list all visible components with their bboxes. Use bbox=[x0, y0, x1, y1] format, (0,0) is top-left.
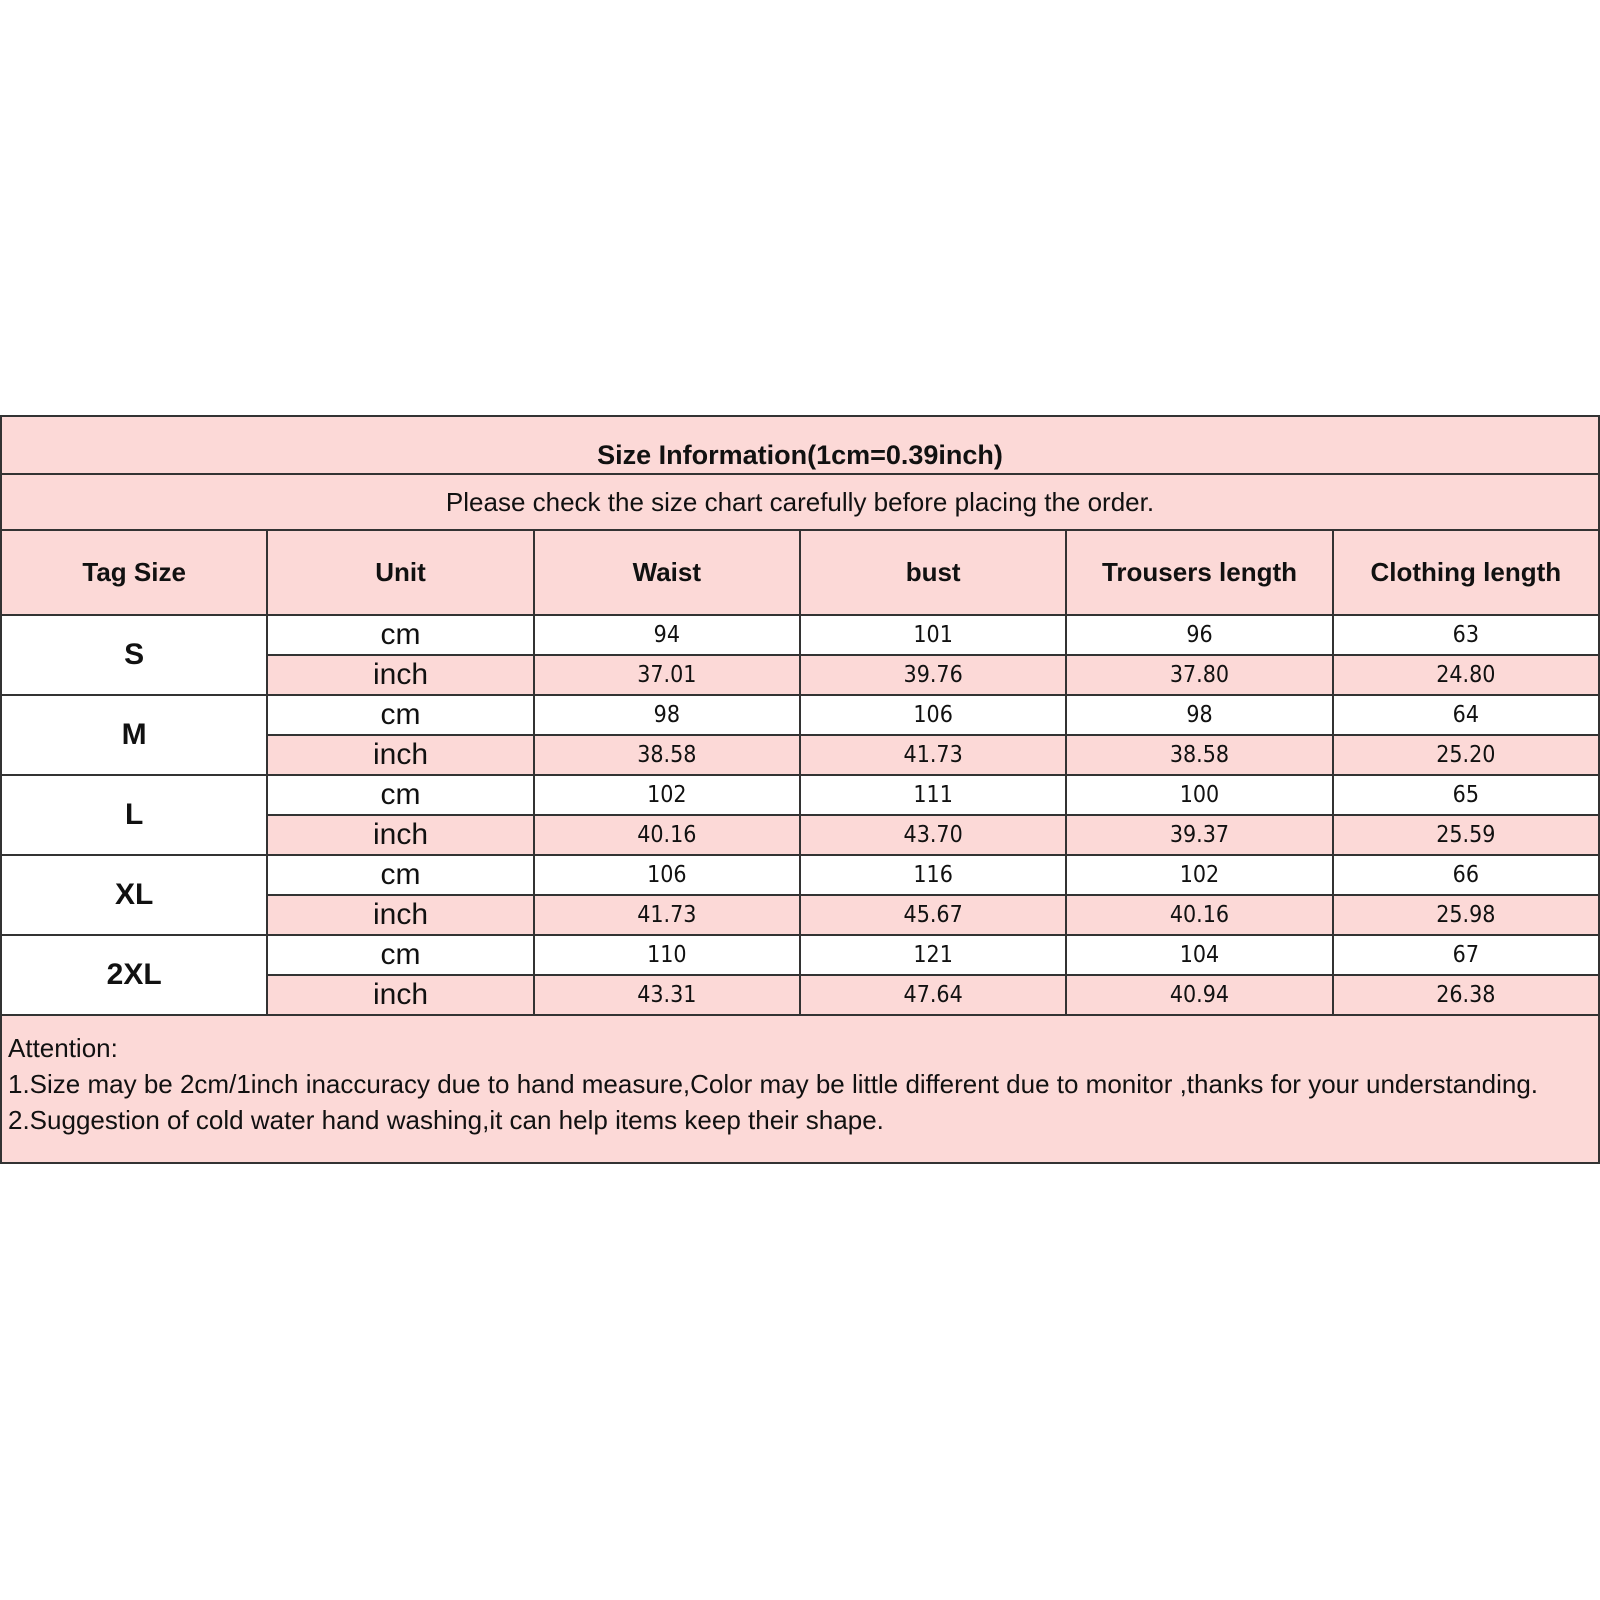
value-cell: 25.20 bbox=[1331, 734, 1600, 776]
column-header: Clothing length bbox=[1331, 529, 1600, 616]
value-cell: 43.31 bbox=[532, 974, 801, 1016]
value-cell: 102 bbox=[532, 774, 801, 816]
table-subtitle: Please check the size chart carefully be… bbox=[0, 473, 1600, 531]
value-cell: 94 bbox=[532, 614, 801, 656]
table-row-cm: XL cm 106 116 102 66 bbox=[0, 854, 1600, 936]
value-cell: 41.73 bbox=[798, 734, 1068, 776]
value-cell: 121 bbox=[798, 934, 1068, 976]
value-cell: 25.59 bbox=[1331, 814, 1600, 856]
value-cell: 41.73 bbox=[532, 894, 801, 936]
size-table: Size Information(1cm=0.39inch) Please ch… bbox=[0, 415, 1600, 1016]
value-cell: 98 bbox=[1065, 694, 1334, 736]
value-cell: 67 bbox=[1331, 934, 1600, 976]
value-cell: 66 bbox=[1331, 854, 1600, 896]
table-title: Size Information(1cm=0.39inch) bbox=[0, 415, 1600, 475]
value-cell: 100 bbox=[1065, 774, 1334, 816]
size-chart: Size Information(1cm=0.39inch) Please ch… bbox=[0, 415, 1600, 1164]
column-header: Waist bbox=[532, 529, 801, 616]
unit-cell: inch bbox=[266, 974, 535, 1016]
unit-cell: inch bbox=[266, 814, 535, 856]
value-cell: 25.98 bbox=[1331, 894, 1600, 936]
value-cell: 24.80 bbox=[1331, 654, 1600, 696]
unit-cell: cm bbox=[266, 774, 535, 816]
value-cell: 37.01 bbox=[532, 654, 801, 696]
value-cell: 96 bbox=[1065, 614, 1334, 656]
value-cell: 45.67 bbox=[798, 894, 1068, 936]
value-cell: 38.58 bbox=[1065, 734, 1334, 776]
value-cell: 98 bbox=[532, 694, 801, 736]
value-cell: 40.16 bbox=[532, 814, 801, 856]
value-cell: 37.80 bbox=[1065, 654, 1334, 696]
value-cell: 47.64 bbox=[798, 974, 1068, 1016]
unit-cell: cm bbox=[266, 614, 535, 656]
unit-cell: cm bbox=[266, 694, 535, 736]
unit-cell: inch bbox=[266, 734, 535, 776]
tag-size-cell: 2XL bbox=[0, 934, 269, 1016]
column-header: bust bbox=[798, 529, 1068, 616]
value-cell: 39.37 bbox=[1065, 814, 1334, 856]
value-cell: 111 bbox=[798, 774, 1068, 816]
value-cell: 64 bbox=[1331, 694, 1600, 736]
value-cell: 104 bbox=[1065, 934, 1334, 976]
table-row-inch: inch 40.16 43.70 39.37 25.59 bbox=[1, 814, 1600, 856]
column-header: Trousers length bbox=[1065, 529, 1334, 616]
tag-size-cell: M bbox=[0, 694, 269, 776]
unit-cell: inch bbox=[266, 654, 535, 696]
table-row-inch: inch 43.31 47.64 40.94 26.38 bbox=[1, 974, 1600, 1016]
tag-size-cell: L bbox=[0, 774, 269, 856]
tag-size-cell: S bbox=[0, 614, 269, 696]
unit-cell: inch bbox=[266, 894, 535, 936]
value-cell: 40.16 bbox=[1065, 894, 1334, 936]
note-line: 1.Size may be 2cm/1inch inaccuracy due t… bbox=[8, 1069, 1539, 1099]
table-row-inch: inch 37.01 39.76 37.80 24.80 bbox=[1, 654, 1600, 696]
column-header: Unit bbox=[266, 529, 535, 616]
unit-cell: cm bbox=[266, 854, 535, 896]
header-row: Tag Size Unit Waist bust Trousers length… bbox=[0, 529, 1600, 616]
value-cell: 106 bbox=[798, 694, 1068, 736]
value-cell: 39.76 bbox=[798, 654, 1068, 696]
note-line: Attention: bbox=[8, 1033, 118, 1063]
value-cell: 26.38 bbox=[1331, 974, 1600, 1016]
value-cell: 106 bbox=[532, 854, 801, 896]
table-row-cm: 2XL cm 110 121 104 67 bbox=[0, 934, 1600, 1016]
value-cell: 38.58 bbox=[532, 734, 801, 776]
note-line: 2.Suggestion of cold water hand washing,… bbox=[8, 1105, 884, 1135]
table-row-inch: inch 38.58 41.73 38.58 25.20 bbox=[1, 734, 1600, 776]
value-cell: 110 bbox=[532, 934, 801, 976]
unit-cell: cm bbox=[266, 934, 535, 976]
value-cell: 102 bbox=[1065, 854, 1334, 896]
value-cell: 116 bbox=[798, 854, 1068, 896]
column-header: Tag Size bbox=[0, 529, 269, 616]
tag-size-cell: XL bbox=[0, 854, 269, 936]
value-cell: 63 bbox=[1331, 614, 1600, 656]
value-cell: 65 bbox=[1331, 774, 1600, 816]
attention-notes: Attention: 1.Size may be 2cm/1inch inacc… bbox=[0, 1016, 1600, 1164]
value-cell: 40.94 bbox=[1065, 974, 1334, 1016]
value-cell: 101 bbox=[798, 614, 1068, 656]
table-row-inch: inch 41.73 45.67 40.16 25.98 bbox=[1, 894, 1600, 936]
value-cell: 43.70 bbox=[798, 814, 1068, 856]
